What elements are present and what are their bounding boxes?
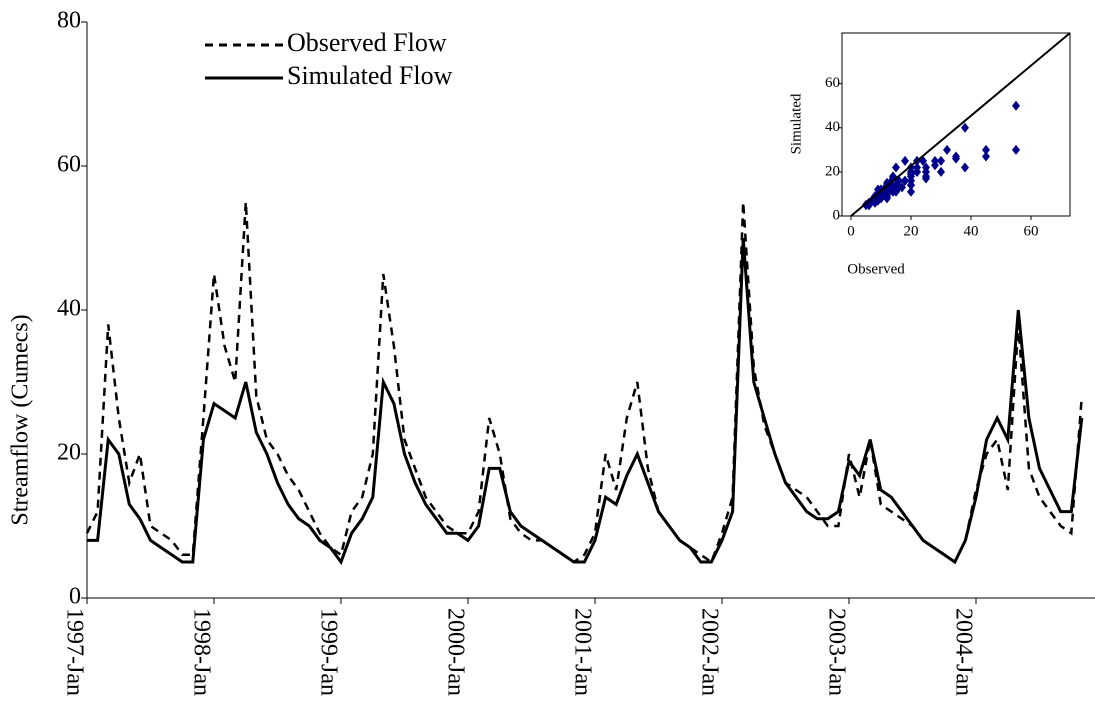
scatter-point — [901, 175, 909, 186]
y-tick-label: 0 — [69, 584, 81, 610]
inset-y-tick-label: 40 — [825, 119, 840, 135]
x-tick-label: 2003-Jan — [823, 608, 849, 696]
scatter-point — [901, 155, 909, 166]
x-tick-label: 1997-Jan — [61, 608, 87, 696]
x-tick-label: 1998-Jan — [188, 608, 214, 696]
series-line — [85, 201, 1084, 564]
inset-x-label: Observed — [847, 261, 905, 277]
reference-line — [850, 32, 1071, 217]
scatter-point — [943, 144, 951, 155]
inset-x-tick-label: 60 — [1024, 223, 1039, 239]
scatter-point — [931, 155, 939, 166]
scatter-point — [961, 122, 969, 133]
inset-x-tick-label: 0 — [847, 223, 855, 239]
y-tick-label: 60 — [57, 152, 81, 178]
y-axis-label: Streamflow (Cumecs) — [8, 314, 34, 525]
scatter-point — [892, 162, 900, 173]
scatter-point — [937, 166, 945, 177]
inset-y-label: Simulated — [788, 93, 804, 154]
y-tick-label: 40 — [57, 296, 81, 322]
inset-y-tick-label: 0 — [833, 207, 841, 223]
y-tick-label: 20 — [57, 440, 81, 466]
scatter-point — [922, 162, 930, 173]
inset-x-tick-label: 20 — [904, 223, 919, 239]
scatter-point — [913, 162, 921, 173]
legend-label: Simulated Flow — [287, 61, 453, 90]
scatter-point — [952, 151, 960, 162]
y-tick-label: 80 — [57, 8, 81, 34]
scatter-point — [892, 180, 900, 191]
inset-y-tick-label: 20 — [825, 163, 840, 179]
x-tick-label: 2001-Jan — [569, 608, 595, 696]
scatter-point — [1012, 100, 1020, 111]
x-tick-label: 2000-Jan — [442, 608, 468, 696]
scatter-point — [907, 169, 915, 180]
inset-y-tick-label: 60 — [825, 75, 840, 91]
scatter-point — [1012, 144, 1020, 155]
series-line — [87, 237, 1084, 566]
scatter-point — [982, 144, 990, 155]
scatter-point — [907, 186, 915, 197]
x-tick-label: 2002-Jan — [696, 608, 722, 696]
inset-x-tick-label: 40 — [964, 223, 979, 239]
scatter-point — [907, 180, 915, 191]
scatter-point — [982, 151, 990, 162]
scatter-point — [937, 155, 945, 166]
scatter-point — [922, 173, 930, 184]
scatter-point — [961, 162, 969, 173]
scatter-point — [898, 182, 906, 193]
x-tick-label: 1999-Jan — [315, 608, 341, 696]
legend-label: Observed Flow — [287, 28, 447, 57]
x-tick-label: 2004-Jan — [950, 608, 976, 696]
scatter-point — [871, 193, 879, 204]
